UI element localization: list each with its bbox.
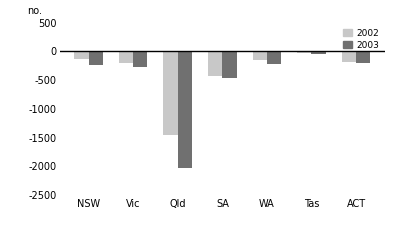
Bar	[356, 52, 370, 63]
Bar	[89, 52, 103, 65]
Bar	[164, 52, 178, 135]
Bar	[208, 52, 222, 76]
Bar	[119, 52, 133, 63]
Bar	[297, 52, 312, 53]
Bar	[342, 52, 356, 62]
Text: no.: no.	[27, 6, 42, 16]
Bar	[252, 52, 267, 60]
Bar	[267, 52, 281, 64]
Bar	[178, 52, 192, 168]
Bar	[312, 52, 326, 54]
Bar	[222, 52, 237, 78]
Bar	[74, 52, 89, 59]
Legend: 2002, 2003: 2002, 2003	[341, 27, 381, 52]
Bar	[133, 52, 147, 67]
